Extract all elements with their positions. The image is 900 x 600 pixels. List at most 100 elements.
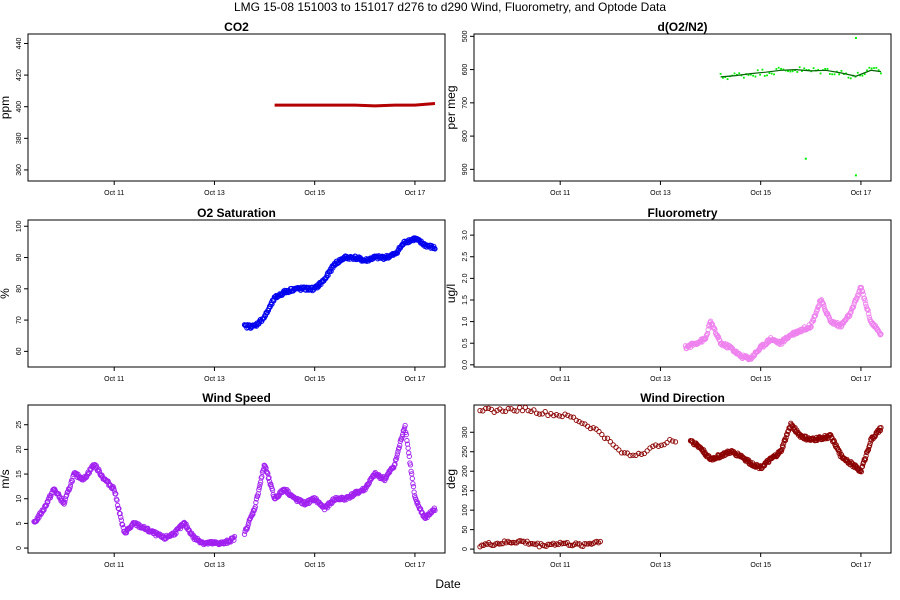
y-tick-label: 440 <box>16 38 23 50</box>
y-axis-label: m/s <box>0 469 12 488</box>
y-tick-label: 20 <box>16 445 23 453</box>
data-point <box>877 332 884 338</box>
data-point <box>812 67 815 70</box>
panel-title: CO2 <box>224 20 249 34</box>
data-point <box>664 439 670 446</box>
data-point <box>780 444 786 450</box>
data-point <box>812 312 819 319</box>
data-point <box>266 478 273 485</box>
data-point <box>783 435 789 441</box>
data-point <box>754 75 757 78</box>
data-point <box>488 406 494 413</box>
data-point <box>392 457 399 463</box>
panel-title: O2 Saturation <box>197 206 276 220</box>
x-tick-label: Oct 13 <box>650 376 671 383</box>
data-point <box>826 315 833 321</box>
data-point <box>752 74 755 77</box>
data-point <box>818 297 825 303</box>
data-point <box>878 331 884 337</box>
y-tick-label: 360 <box>16 164 23 176</box>
data-point <box>597 538 603 545</box>
x-tick-label: Oct 13 <box>204 562 225 569</box>
y-tick-label: 300 <box>462 426 469 438</box>
data-point <box>386 469 393 475</box>
data-point <box>409 475 415 482</box>
data-point <box>596 428 602 435</box>
y-axis-label: deg <box>444 469 458 489</box>
data-point <box>536 411 543 417</box>
data-point <box>576 418 582 425</box>
data-point <box>863 73 866 76</box>
data-point <box>249 513 255 519</box>
data-point <box>726 78 729 81</box>
x-tick-label: Oct 15 <box>304 190 325 197</box>
data-point <box>826 68 829 70</box>
data-point <box>610 442 616 448</box>
data-point <box>861 74 864 77</box>
data-point <box>865 447 871 454</box>
panel-title: Wind Direction <box>640 391 725 405</box>
data-point <box>809 319 815 325</box>
data-point <box>787 70 789 73</box>
y-tick-label: 2.0 <box>462 273 469 283</box>
data-point <box>500 408 506 414</box>
data-point <box>862 456 869 462</box>
data-point <box>528 408 534 415</box>
y-tick-label: 0 <box>16 546 23 550</box>
data-point <box>868 66 871 69</box>
data-point <box>566 542 572 548</box>
data-point <box>670 438 676 444</box>
data-point <box>522 404 528 411</box>
data-point <box>858 469 864 475</box>
panel-title: Wind Speed <box>202 391 271 405</box>
data-point <box>230 534 236 541</box>
data-point <box>118 514 124 520</box>
data-point <box>431 505 438 511</box>
y-tick-label: 700 <box>462 97 469 109</box>
data-point <box>114 502 121 509</box>
data-point <box>878 425 884 431</box>
data-point <box>284 486 290 493</box>
panel-title: d(O2/N2) <box>657 20 707 34</box>
data-point <box>865 307 871 313</box>
data-point <box>782 68 785 71</box>
data-point <box>749 73 752 76</box>
outlier-point <box>804 157 807 160</box>
data-point <box>410 481 416 487</box>
data-point <box>553 412 560 418</box>
y-tick-label: 90 <box>16 254 23 262</box>
panel-wdir: Wind Direction deg 0 50 100 150 200 250 300 Oct 1… <box>444 391 892 569</box>
data-point <box>266 475 272 481</box>
data-point <box>859 288 865 294</box>
data-point <box>768 72 771 74</box>
x-tick-label: Oct 11 <box>550 376 570 383</box>
data-point <box>525 407 531 414</box>
x-tick-label: Oct 11 <box>550 562 570 569</box>
data-point <box>265 475 272 482</box>
data-point <box>257 481 263 488</box>
data-point <box>880 72 882 75</box>
y-tick-label: 0 <box>462 547 469 551</box>
data-point <box>712 326 718 333</box>
y-tick-label: 15 <box>16 470 23 478</box>
data-point <box>119 522 126 528</box>
x-tick-label: Oct 11 <box>104 562 124 569</box>
data-point <box>760 341 766 348</box>
data-point <box>403 431 409 438</box>
data-point <box>840 69 843 72</box>
data-point <box>653 442 659 448</box>
data-point <box>256 487 262 493</box>
data-point <box>607 439 613 445</box>
data-point <box>68 479 74 486</box>
data-point <box>831 73 834 76</box>
data-point <box>781 338 787 345</box>
data-point <box>534 410 540 416</box>
data-point <box>777 66 780 69</box>
data-point <box>483 405 489 412</box>
data-point <box>824 67 827 70</box>
data-point <box>705 326 711 333</box>
figure-title: LMG 15-08 151003 to 151017 d276 to d290 … <box>234 0 666 14</box>
data-point <box>498 541 504 547</box>
data-point <box>573 417 579 423</box>
